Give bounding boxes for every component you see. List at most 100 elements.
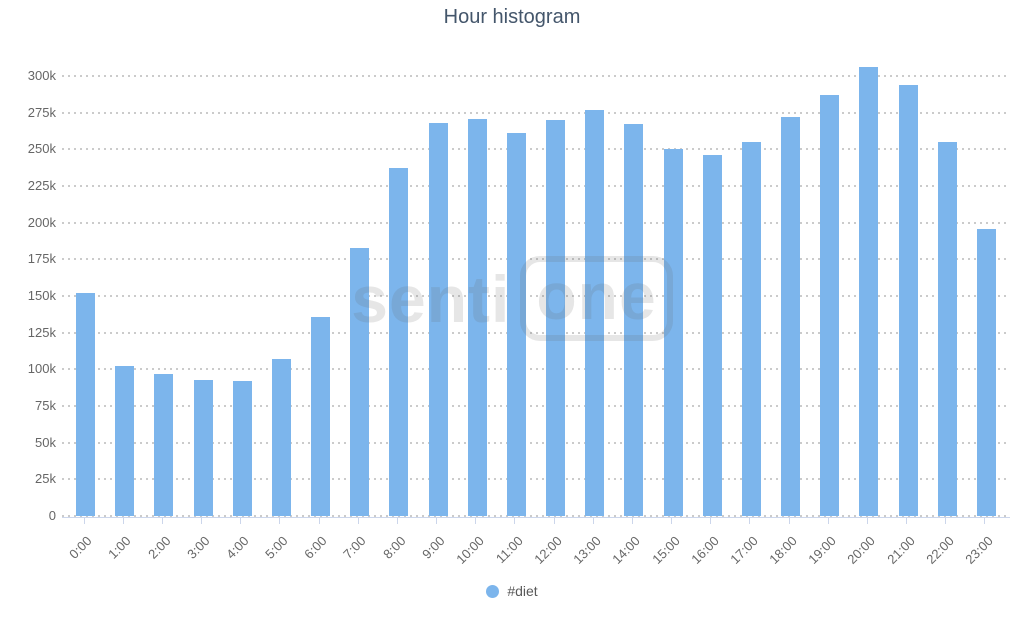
x-axis-label: 23:00: [962, 533, 996, 567]
x-axis-label: 12:00: [531, 533, 565, 567]
x-axis-label: 1:00: [105, 533, 135, 562]
x-axis-tick: [279, 518, 280, 524]
bar-1:00[interactable]: [115, 366, 134, 516]
x-axis-label: 17:00: [727, 533, 761, 567]
x-axis-tick: [945, 518, 946, 524]
bar-12:00[interactable]: [546, 120, 565, 516]
x-axis-tick: [867, 518, 868, 524]
x-axis-tick: [789, 518, 790, 524]
gridline: [62, 441, 1008, 444]
x-axis-label: 2:00: [144, 533, 174, 562]
legend-label: #diet: [507, 583, 538, 599]
x-axis-tick: [514, 518, 515, 524]
bar-18:00[interactable]: [781, 117, 800, 516]
bar-16:00[interactable]: [703, 155, 722, 516]
bar-9:00[interactable]: [429, 123, 448, 516]
y-axis-label: 0: [48, 508, 56, 523]
bar-23:00[interactable]: [977, 229, 996, 516]
gridline: [62, 515, 1008, 517]
x-axis-tick: [749, 518, 750, 524]
bar-4:00[interactable]: [233, 381, 252, 516]
x-axis-tick: [710, 518, 711, 524]
gridline: [62, 368, 1008, 371]
y-axis-label: 25k: [35, 471, 56, 487]
y-axis-label: 125k: [27, 324, 56, 340]
x-axis-tick: [397, 518, 398, 524]
x-axis-label: 20:00: [844, 533, 879, 567]
bar-3:00[interactable]: [194, 380, 213, 516]
y-axis-label: 100k: [27, 361, 56, 377]
x-axis-tick: [632, 518, 633, 524]
x-axis-label: 3:00: [183, 533, 213, 562]
x-axis-tick: [906, 518, 907, 524]
x-axis-tick: [358, 518, 359, 524]
y-axis-label: 225k: [27, 178, 56, 193]
gridline: [62, 111, 1008, 114]
chart-title: Hour histogram: [443, 6, 581, 28]
x-axis-label: 22:00: [922, 533, 957, 567]
y-axis-label: 175k: [27, 251, 56, 267]
x-axis-tick: [201, 518, 202, 524]
y-axis-label: 150k: [27, 288, 56, 303]
bar-17:00[interactable]: [742, 142, 761, 516]
bar-14:00[interactable]: [624, 124, 643, 516]
legend-marker-icon: [486, 584, 500, 598]
bar-15:00[interactable]: [664, 149, 683, 516]
y-axis-label: 275k: [27, 104, 56, 120]
bar-5:00[interactable]: [272, 359, 291, 516]
bar-20:00[interactable]: [859, 67, 878, 516]
x-axis-label: 18:00: [766, 533, 800, 567]
bar-11:00[interactable]: [507, 133, 526, 516]
bar-19:00[interactable]: [820, 95, 839, 516]
x-axis-label: 5:00: [262, 533, 291, 562]
bar-8:00[interactable]: [389, 168, 408, 516]
x-axis-label: 9:00: [418, 533, 448, 562]
x-axis-tick: [554, 518, 555, 524]
x-axis-label: 10:00: [452, 533, 487, 567]
y-axis-label: 250k: [27, 141, 56, 157]
x-axis-label: 19:00: [805, 533, 840, 567]
gridline: [62, 331, 1008, 334]
x-axis-tick: [84, 518, 85, 524]
x-axis-label: 8:00: [379, 533, 409, 562]
gridline: [62, 75, 1008, 77]
gridline: [62, 148, 1008, 151]
x-axis-tick: [593, 518, 594, 524]
x-axis-label: 15:00: [648, 533, 683, 567]
gridline: [62, 221, 1008, 224]
legend-item-diet[interactable]: #diet: [0, 583, 1024, 599]
y-axis-label: 300k: [27, 68, 56, 83]
bar-0:00[interactable]: [76, 293, 95, 516]
x-axis-label: 21:00: [883, 533, 918, 567]
gridline: [62, 258, 1008, 261]
bar-6:00[interactable]: [311, 317, 330, 516]
x-axis-tick: [436, 518, 437, 524]
gridline: [62, 478, 1008, 481]
x-axis-tick: [671, 518, 672, 524]
x-axis-label: 16:00: [687, 533, 722, 567]
x-axis-label: 13:00: [570, 533, 605, 567]
gridline: [62, 405, 1008, 407]
bar-21:00[interactable]: [899, 85, 918, 516]
y-axis-label: 200k: [27, 214, 56, 230]
x-axis-label: 4:00: [223, 533, 252, 562]
bar-2:00[interactable]: [154, 374, 173, 516]
x-axis-label: 6:00: [301, 533, 330, 562]
x-axis-label: 14:00: [609, 533, 644, 567]
y-axis-label: 50k: [35, 434, 56, 450]
x-axis-line: [62, 517, 1010, 518]
x-axis-tick: [319, 518, 320, 524]
y-axis-label: 75k: [35, 398, 56, 413]
x-axis-label: 0:00: [66, 533, 95, 562]
bar-22:00[interactable]: [938, 142, 957, 516]
x-axis-tick: [984, 518, 985, 524]
bar-10:00[interactable]: [468, 119, 487, 516]
x-axis-label: 7:00: [340, 533, 370, 562]
x-axis-tick: [123, 518, 124, 524]
gridline: [62, 185, 1008, 187]
x-axis-label: 11:00: [492, 533, 526, 567]
bar-13:00[interactable]: [585, 110, 604, 516]
bar-7:00[interactable]: [350, 248, 369, 516]
